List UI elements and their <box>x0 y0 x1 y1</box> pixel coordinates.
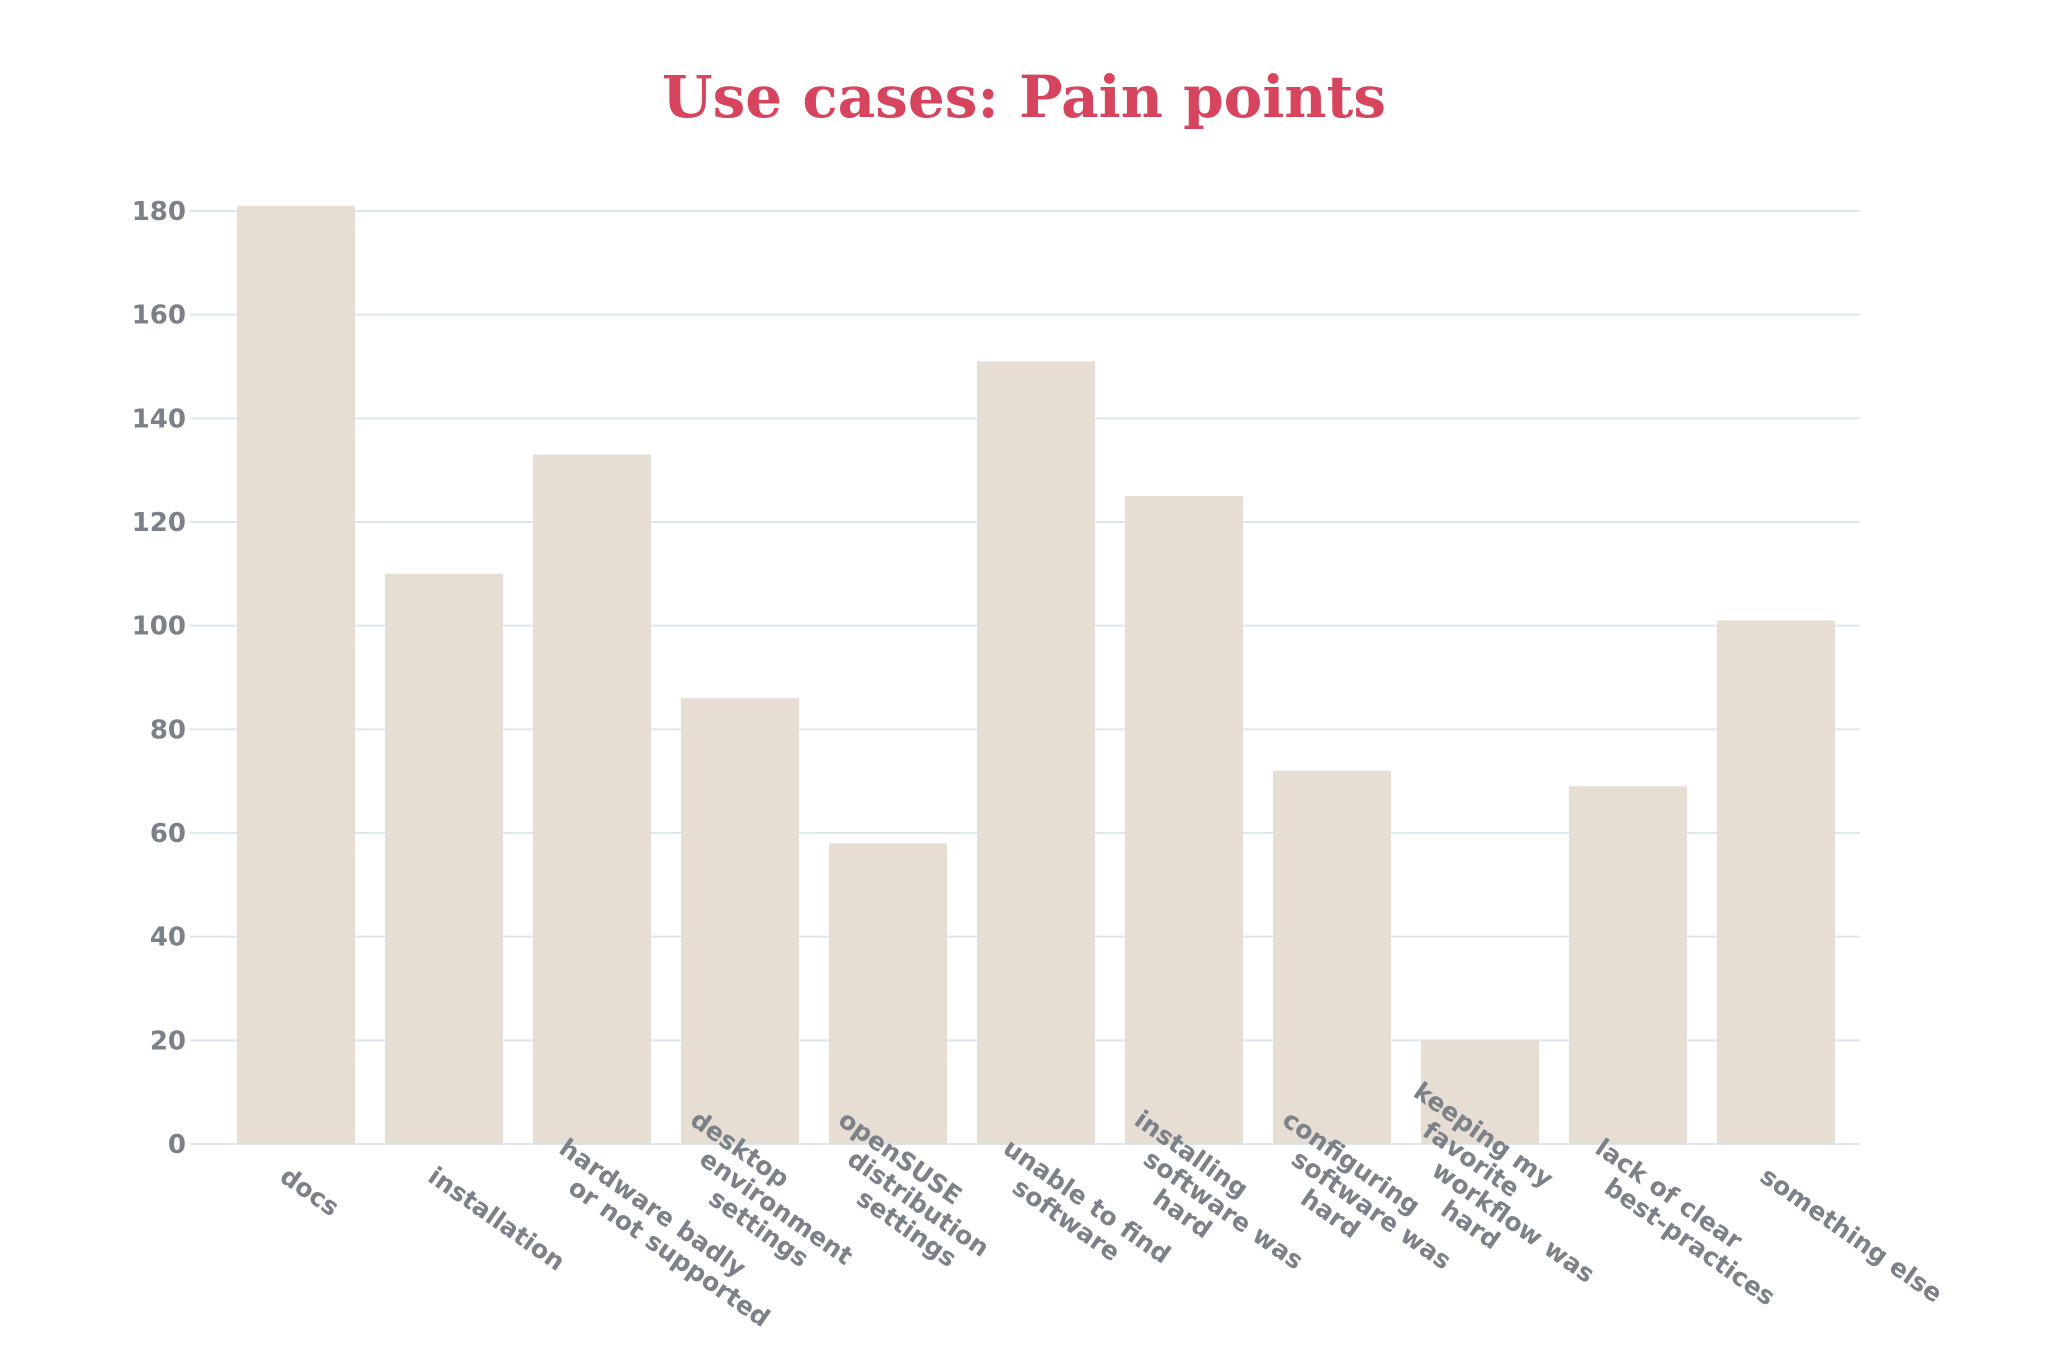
bar <box>1125 496 1243 1144</box>
x-tick-label-text: docs <box>275 1161 345 1222</box>
y-axis-ticks: 0 20 40 60 80 100 120 140 160 180 <box>132 197 186 1160</box>
x-tick-label-text: something else <box>1755 1161 1948 1308</box>
y-tick-label: 80 <box>150 715 186 745</box>
y-tick-label: 20 <box>150 1026 186 1056</box>
y-tick-label: 120 <box>132 508 186 538</box>
y-tick-label: 140 <box>132 404 186 434</box>
x-tick-label: lack of clearbest-practices <box>1575 1133 1796 1311</box>
bar <box>385 573 503 1144</box>
x-tick-label-line: docs <box>275 1161 345 1222</box>
y-tick-label: 160 <box>132 301 186 331</box>
y-tick-label: 60 <box>150 819 186 849</box>
x-tick-label: installation <box>423 1161 570 1276</box>
bars <box>237 205 1835 1145</box>
y-tick-label: 40 <box>150 923 186 953</box>
bar <box>1569 786 1687 1144</box>
y-tick-label: 180 <box>132 197 186 227</box>
bar <box>681 698 799 1144</box>
bar <box>1421 1040 1539 1144</box>
bar <box>533 454 651 1144</box>
y-tick-label: 0 <box>168 1130 186 1160</box>
y-tick-label: 100 <box>132 612 186 642</box>
bar <box>1717 620 1835 1144</box>
x-tick-label-line: something else <box>1755 1161 1948 1308</box>
x-tick-label: something else <box>1755 1161 1948 1308</box>
chart-title: Use cases: Pain points <box>662 63 1386 131</box>
bar <box>237 205 355 1145</box>
x-tick-label-line: installation <box>423 1161 570 1276</box>
bar <box>1273 770 1391 1144</box>
x-tick-label-text: installation <box>423 1161 570 1276</box>
x-tick-label-text: lack of clearbest-practices <box>1575 1133 1796 1311</box>
bar <box>829 843 947 1144</box>
bar <box>977 361 1095 1145</box>
x-tick-label: docs <box>275 1161 345 1222</box>
